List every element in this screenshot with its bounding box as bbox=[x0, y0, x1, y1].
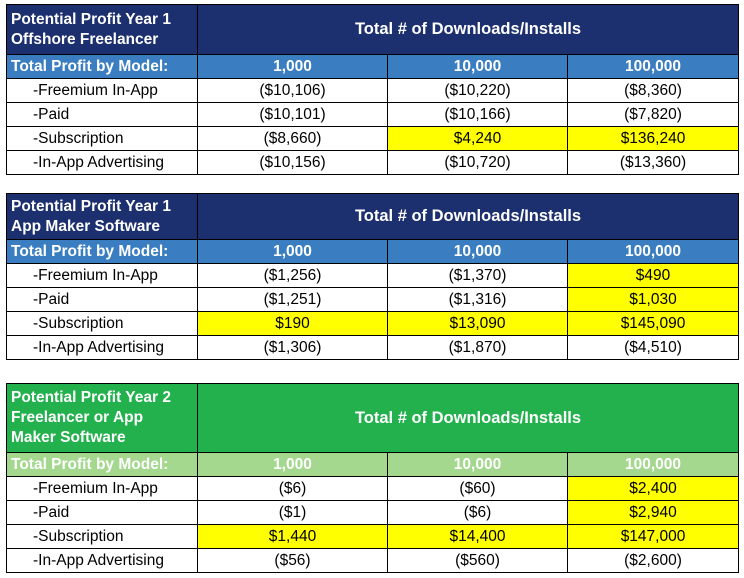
cell: ($56) bbox=[197, 548, 388, 573]
column-header: 1,000 bbox=[197, 452, 388, 477]
row-label: -In-App Advertising bbox=[6, 335, 198, 360]
cell: ($1,251) bbox=[197, 287, 388, 312]
highlighted-cell: $2,400 bbox=[566, 476, 740, 501]
highlighted-cell: $190 bbox=[197, 311, 388, 336]
profit-table-year1-offshore-freelancer: Potential Profit Year 1 Offshore Freelan… bbox=[6, 4, 740, 175]
cell: ($13,360) bbox=[566, 150, 740, 175]
cell: ($10,101) bbox=[197, 102, 388, 127]
model-label: Total Profit by Model: bbox=[6, 452, 198, 477]
table-row: -In-App Advertising ($10,156) ($10,720) … bbox=[6, 150, 740, 175]
row-label: -Paid bbox=[6, 102, 198, 127]
table-row: -Freemium In-App ($10,106) ($10,220) ($8… bbox=[6, 78, 740, 103]
row-label: -Subscription bbox=[6, 524, 198, 549]
highlighted-cell: $145,090 bbox=[566, 311, 740, 336]
row-label: -Subscription bbox=[6, 311, 198, 336]
cell: ($7,820) bbox=[566, 102, 740, 127]
table-title-line: Freelancer or App bbox=[11, 409, 144, 426]
profit-table-year1-app-maker-software: Potential Profit Year 1 App Maker Softwa… bbox=[6, 193, 740, 360]
column-header: 10,000 bbox=[387, 452, 568, 477]
cell: ($4,510) bbox=[566, 335, 740, 360]
cell: ($8,660) bbox=[197, 126, 388, 151]
highlighted-cell: $13,090 bbox=[387, 311, 568, 336]
cell: ($60) bbox=[387, 476, 568, 501]
table-title: Potential Profit Year 2 Freelancer or Ap… bbox=[6, 383, 198, 453]
table-title-line: App Maker Software bbox=[11, 217, 161, 235]
column-header: 1,000 bbox=[197, 54, 388, 79]
cell: ($1) bbox=[197, 500, 388, 525]
cell: ($1,316) bbox=[387, 287, 568, 312]
cell: ($1,870) bbox=[387, 335, 568, 360]
table-title: Potential Profit Year 1 Offshore Freelan… bbox=[6, 4, 198, 55]
row-label: -In-App Advertising bbox=[6, 548, 198, 573]
cell: ($560) bbox=[387, 548, 568, 573]
row-label: -Paid bbox=[6, 287, 198, 312]
table-row: -Subscription $190 $13,090 $145,090 bbox=[6, 311, 740, 336]
total-downloads-header: Total # of Downloads/Installs bbox=[196, 193, 740, 240]
cell: ($1,256) bbox=[197, 263, 388, 288]
row-label: -In-App Advertising bbox=[6, 150, 198, 175]
highlighted-cell: $147,000 bbox=[566, 524, 740, 549]
row-label: -Freemium In-App bbox=[6, 476, 198, 501]
highlighted-cell: $4,240 bbox=[387, 126, 568, 151]
cell: ($10,220) bbox=[387, 78, 568, 103]
column-header: 100,000 bbox=[566, 54, 740, 79]
model-label: Total Profit by Model: bbox=[6, 239, 198, 264]
cell: ($1,306) bbox=[197, 335, 388, 360]
column-header: 100,000 bbox=[566, 239, 740, 264]
profit-table-year2-freelancer-or-app-maker: Potential Profit Year 2 Freelancer or Ap… bbox=[6, 383, 740, 573]
table-row: -Paid ($1,251) ($1,316) $1,030 bbox=[6, 287, 740, 312]
row-label: -Subscription bbox=[6, 126, 198, 151]
highlighted-cell: $136,240 bbox=[566, 126, 740, 151]
cell: ($10,166) bbox=[387, 102, 568, 127]
table-title-line: Potential Profit Year 1 bbox=[11, 10, 171, 28]
table-row: -In-App Advertising ($56) ($560) ($2,600… bbox=[6, 548, 740, 573]
cell: ($8,360) bbox=[566, 78, 740, 103]
highlighted-cell: $1,030 bbox=[566, 287, 740, 312]
column-header: 1,000 bbox=[197, 239, 388, 264]
row-label: -Freemium In-App bbox=[6, 263, 198, 288]
table-row: -Freemium In-App ($6) ($60) $2,400 bbox=[6, 476, 740, 501]
cell: ($6) bbox=[197, 476, 388, 501]
table-row: -Paid ($10,101) ($10,166) ($7,820) bbox=[6, 102, 740, 127]
column-header: 10,000 bbox=[387, 239, 568, 264]
table-row: -Freemium In-App ($1,256) ($1,370) $490 bbox=[6, 263, 740, 288]
table-title-line: Offshore Freelancer bbox=[11, 30, 159, 48]
model-label: Total Profit by Model: bbox=[6, 54, 198, 79]
cell: ($6) bbox=[387, 500, 568, 525]
column-header: 100,000 bbox=[566, 452, 740, 477]
table-title-line: Maker Software bbox=[11, 429, 126, 446]
table-title: Potential Profit Year 1 App Maker Softwa… bbox=[6, 193, 198, 240]
highlighted-cell: $1,440 bbox=[197, 524, 388, 549]
table-row: -Subscription $1,440 $14,400 $147,000 bbox=[6, 524, 740, 549]
highlighted-cell: $14,400 bbox=[387, 524, 568, 549]
highlighted-cell: $490 bbox=[566, 263, 740, 288]
cell: ($2,600) bbox=[566, 548, 740, 573]
cell: ($10,156) bbox=[197, 150, 388, 175]
table-title-line: Potential Profit Year 1 bbox=[11, 197, 171, 215]
table-row: -Subscription ($8,660) $4,240 $136,240 bbox=[6, 126, 740, 151]
row-label: -Freemium In-App bbox=[6, 78, 198, 103]
cell: ($10,106) bbox=[197, 78, 388, 103]
table-title-line: Potential Profit Year 2 bbox=[11, 389, 171, 406]
total-downloads-header: Total # of Downloads/Installs bbox=[196, 383, 740, 453]
total-downloads-header: Total # of Downloads/Installs bbox=[196, 4, 740, 55]
cell: ($10,720) bbox=[387, 150, 568, 175]
row-label: -Paid bbox=[6, 500, 198, 525]
highlighted-cell: $2,940 bbox=[566, 500, 740, 525]
cell: ($1,370) bbox=[387, 263, 568, 288]
table-row: -Paid ($1) ($6) $2,940 bbox=[6, 500, 740, 525]
column-header: 10,000 bbox=[387, 54, 568, 79]
table-row: -In-App Advertising ($1,306) ($1,870) ($… bbox=[6, 335, 740, 360]
